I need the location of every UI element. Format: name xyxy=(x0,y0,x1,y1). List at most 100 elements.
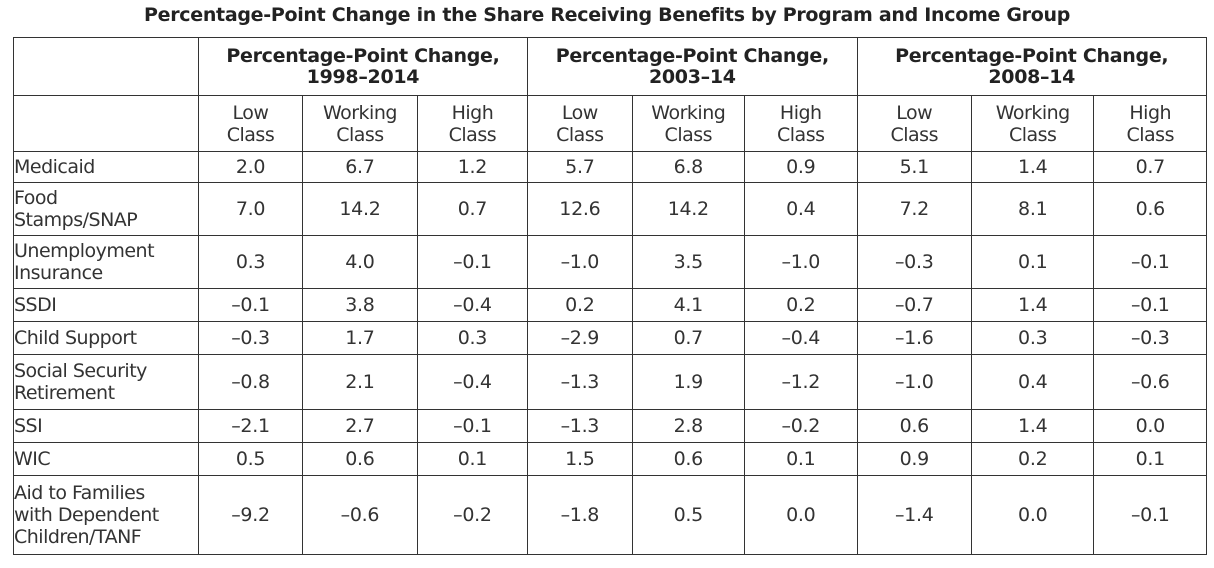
table-row: Unemployment Insurance 0.3 4.0 –0.1 –1.0 3.5 –1… xyxy=(13,235,1207,289)
sub-header-row: Low Class Working Class High Class Low Class… xyxy=(13,95,1207,152)
sub-header-cell: Low Class xyxy=(527,95,633,152)
value-cell: –0.4 xyxy=(416,288,529,322)
value-cell: 0.0 xyxy=(970,475,1095,555)
value-cell: 0.2 xyxy=(744,288,858,322)
value-cell: 12.6 xyxy=(527,182,633,236)
row-label: Social Security Retirement xyxy=(13,354,199,410)
value-cell: 1.4 xyxy=(970,151,1095,183)
value-cell: –1.0 xyxy=(856,354,972,410)
value-cell: –0.3 xyxy=(856,235,972,289)
group-header-line: Percentage-Point Change, xyxy=(555,44,829,67)
value-cell: –0.1 xyxy=(1093,475,1207,555)
value-cell: 0.7 xyxy=(631,321,746,355)
value-cell: 14.2 xyxy=(631,182,746,236)
group-header-1998-2014: Percentage-Point Change, 1998–2014 xyxy=(197,37,529,96)
sub-header-cell: High Class xyxy=(1093,95,1207,152)
sub-header-line: Working xyxy=(651,101,726,124)
value-cell: –0.2 xyxy=(416,475,529,555)
sub-header-line: High xyxy=(451,101,494,124)
group-header-row: Percentage-Point Change, 1998–2014 Perce… xyxy=(13,37,1207,96)
value-cell: 4.0 xyxy=(302,235,418,289)
value-cell: –1.0 xyxy=(527,235,633,289)
sub-header-cell: High Class xyxy=(744,95,858,152)
sub-header-line: Low xyxy=(561,101,598,124)
value-cell: 0.6 xyxy=(631,442,746,476)
sub-header-line: Class xyxy=(777,123,825,146)
group-header-line: Percentage-Point Change, xyxy=(226,44,500,67)
table-row: SSDI –0.1 3.8 –0.4 0.2 4.1 0.2 –0.7 1.4 –0.1 xyxy=(13,288,1207,322)
group-header-2003-14: Percentage-Point Change, 2003–14 xyxy=(527,37,858,96)
value-cell: 1.9 xyxy=(631,354,746,410)
value-cell: 0.6 xyxy=(856,409,972,443)
value-cell: 8.1 xyxy=(970,182,1095,236)
sub-header-cell: Working Class xyxy=(970,95,1095,152)
group-header-line: 1998–2014 xyxy=(306,65,420,88)
value-cell: 7.0 xyxy=(197,182,304,236)
value-cell: –0.6 xyxy=(1093,354,1207,410)
table-row: SSI –2.1 2.7 –0.1 –1.3 2.8 –0.2 0.6 1.4 0.0 xyxy=(13,409,1207,443)
row-label-line: Food xyxy=(14,187,58,209)
value-cell: 0.5 xyxy=(197,442,304,476)
value-cell: –1.8 xyxy=(527,475,633,555)
value-cell: –0.6 xyxy=(302,475,418,555)
value-cell: 2.8 xyxy=(631,409,746,443)
row-label: Medicaid xyxy=(13,151,199,183)
table-row: WIC 0.5 0.6 0.1 1.5 0.6 0.1 0.9 0.2 0.1 xyxy=(13,442,1207,476)
value-cell: –0.1 xyxy=(197,288,304,322)
value-cell: 0.1 xyxy=(1093,442,1207,476)
value-cell: 0.9 xyxy=(856,442,972,476)
row-label: Unemployment Insurance xyxy=(13,235,199,289)
value-cell: 2.1 xyxy=(302,354,418,410)
value-cell: 0.5 xyxy=(631,475,746,555)
sub-header-line: Working xyxy=(995,101,1070,124)
row-label-line: SSDI xyxy=(14,294,57,316)
value-cell: –1.6 xyxy=(856,321,972,355)
sub-header-cell: Working Class xyxy=(302,95,418,152)
row-label: SSI xyxy=(13,409,199,443)
value-cell: 1.2 xyxy=(416,151,529,183)
row-label: Food Stamps/SNAP xyxy=(13,182,199,236)
row-label: Aid to Families with Dependent Children/TA… xyxy=(13,475,199,555)
row-label: Child Support xyxy=(13,321,199,355)
sub-header-cell: Low Class xyxy=(197,95,304,152)
value-cell: 0.2 xyxy=(970,442,1095,476)
value-cell: 0.3 xyxy=(416,321,529,355)
row-label-line: Children/TANF xyxy=(14,526,142,548)
corner-cell-top xyxy=(13,37,199,96)
value-cell: 2.7 xyxy=(302,409,418,443)
group-header-line: 2003–14 xyxy=(648,65,736,88)
value-cell: –0.3 xyxy=(1093,321,1207,355)
value-cell: 1.5 xyxy=(527,442,633,476)
value-cell: 0.4 xyxy=(970,354,1095,410)
row-label-line: Stamps/SNAP xyxy=(14,209,138,231)
value-cell: 0.2 xyxy=(527,288,633,322)
value-cell: –1.3 xyxy=(527,354,633,410)
sub-header-line: Low xyxy=(896,101,933,124)
sub-header-line: High xyxy=(1129,101,1172,124)
group-header-line: Percentage-Point Change, xyxy=(895,44,1169,67)
row-label-line: with Dependent xyxy=(14,504,159,526)
value-cell: –0.4 xyxy=(416,354,529,410)
value-cell: 4.1 xyxy=(631,288,746,322)
value-cell: 5.7 xyxy=(527,151,633,183)
value-cell: –2.9 xyxy=(527,321,633,355)
value-cell: 0.0 xyxy=(744,475,858,555)
value-cell: –2.1 xyxy=(197,409,304,443)
sub-header-line: Working xyxy=(322,101,398,124)
row-label-line: Social Security xyxy=(14,360,147,382)
value-cell: 0.0 xyxy=(1093,409,1207,443)
value-cell: –9.2 xyxy=(197,475,304,555)
row-label: SSDI xyxy=(13,288,199,322)
group-header-2008-14: Percentage-Point Change, 2008–14 xyxy=(856,37,1207,96)
group-header-line: 2008–14 xyxy=(988,65,1076,88)
sub-header-cell: High Class xyxy=(416,95,529,152)
row-label-line: Insurance xyxy=(14,262,103,284)
value-cell: –0.1 xyxy=(1093,288,1207,322)
value-cell: 0.1 xyxy=(744,442,858,476)
value-cell: 6.7 xyxy=(302,151,418,183)
value-cell: 5.1 xyxy=(856,151,972,183)
table-row: Aid to Families with Dependent Children/TA… xyxy=(13,475,1207,555)
table-row: Food Stamps/SNAP 7.0 14.2 0.7 12.6 14.2 0.4 7.2 8… xyxy=(13,182,1207,236)
row-label-line: Medicaid xyxy=(14,156,95,178)
value-cell: 1.4 xyxy=(970,409,1095,443)
